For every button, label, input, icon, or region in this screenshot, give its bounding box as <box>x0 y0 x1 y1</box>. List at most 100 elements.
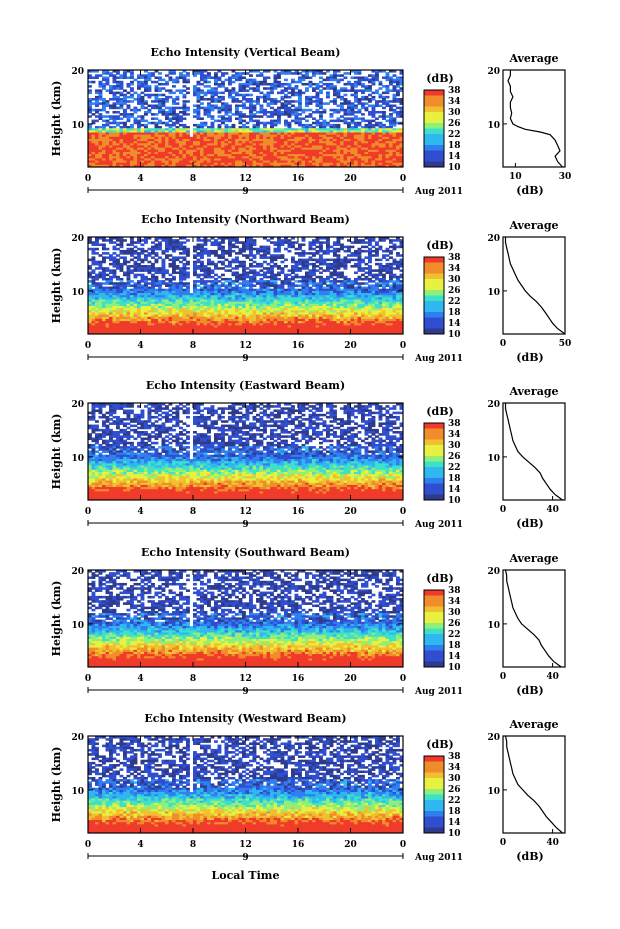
x-tick-label: 0 <box>400 507 406 517</box>
x-tick-label: 0 <box>85 174 91 184</box>
colorbar-tick: 22 <box>448 630 461 640</box>
profile-x-label: (dB) <box>516 351 543 364</box>
x-tick-label: 8 <box>190 674 196 684</box>
panel-2: Echo Intensity (Northward Beam) Height (k… <box>50 213 571 364</box>
x-tick-label: 0 <box>400 674 406 684</box>
profile-y-tick: 10 <box>487 288 500 298</box>
profile-y-tick: 10 <box>487 121 500 131</box>
date-label: Aug 2011 <box>414 187 463 197</box>
heatmap <box>88 237 404 335</box>
profile-x-tick: 0 <box>500 672 506 682</box>
profile-y-tick: 20 <box>487 733 500 743</box>
y-tick-label: 10 <box>71 121 84 131</box>
profile-line <box>504 569 562 668</box>
colorbar-tick: 18 <box>448 641 461 651</box>
colorbar-tick: 14 <box>448 152 461 162</box>
x-tick-label: 12 <box>239 174 252 184</box>
date-label: Aug 2011 <box>414 520 463 530</box>
colorbar-tick: 10 <box>448 330 461 340</box>
profile-title: Average <box>508 219 558 232</box>
profile-y-tick: 10 <box>487 454 500 464</box>
panel-title: Echo Intensity (Southward Beam) <box>141 546 350 559</box>
x-tick-label: 8 <box>190 840 196 850</box>
y-axis-label: Height (km) <box>50 747 63 823</box>
profile-x-label: (dB) <box>516 684 543 697</box>
profile-title: Average <box>508 385 558 398</box>
profile-x-tick: 40 <box>546 838 559 848</box>
x-tick-label: 0 <box>85 674 91 684</box>
day-marker: 9 <box>242 187 248 197</box>
panel-4: Echo Intensity (Southward Beam) Height (k… <box>50 546 566 697</box>
profile-x-tick: 40 <box>546 672 559 682</box>
panel-1: Echo Intensity (Vertical Beam) Height (km… <box>50 46 571 197</box>
y-tick-label: 10 <box>71 621 84 631</box>
profile-line <box>504 403 563 501</box>
colorbar-tick: 10 <box>448 829 461 839</box>
panel-title: Echo Intensity (Westward Beam) <box>144 712 346 725</box>
x-tick-label: 0 <box>85 341 91 351</box>
colorbar-tick: 22 <box>448 796 461 806</box>
colorbar-tick: 26 <box>448 286 461 296</box>
day-marker: 9 <box>242 687 248 697</box>
colorbar-tick: 34 <box>448 597 461 607</box>
colorbar-tick: 14 <box>448 652 461 662</box>
x-tick-label: 12 <box>239 674 252 684</box>
x-tick-label: 20 <box>344 174 357 184</box>
profile-title: Average <box>508 552 558 565</box>
colorbar-tick: 26 <box>448 785 461 795</box>
day-marker: 9 <box>242 853 248 863</box>
x-tick-label: 16 <box>292 840 305 850</box>
x-tick-label: 20 <box>344 507 357 517</box>
colorbar-tick: 34 <box>448 97 461 107</box>
x-tick-label: 12 <box>239 840 252 850</box>
heatmap <box>88 403 404 501</box>
y-axis-label: Height (km) <box>50 248 63 324</box>
profile-y-tick: 20 <box>487 67 500 77</box>
x-tick-label: 4 <box>137 507 143 517</box>
x-tick-label: 16 <box>292 674 305 684</box>
day-marker: 9 <box>242 520 248 530</box>
panel-title: Echo Intensity (Eastward Beam) <box>146 379 345 392</box>
x-tick-label: 0 <box>85 507 91 517</box>
colorbar-tick: 38 <box>448 419 461 429</box>
colorbar-unit: (dB) <box>426 738 453 751</box>
profile-x-label: (dB) <box>516 517 543 530</box>
colorbar <box>423 755 445 834</box>
heatmap <box>88 736 404 834</box>
profile-y-tick: 10 <box>487 787 500 797</box>
colorbar-tick: 38 <box>448 752 461 762</box>
y-axis-label: Height (km) <box>50 581 63 657</box>
x-tick-label: 4 <box>137 840 143 850</box>
colorbar-tick: 18 <box>448 474 461 484</box>
colorbar-unit: (dB) <box>426 405 453 418</box>
y-tick-label: 20 <box>71 400 84 410</box>
colorbar-tick: 26 <box>448 119 461 129</box>
profile-x-tick: 40 <box>546 505 559 515</box>
x-tick-label: 16 <box>292 341 305 351</box>
profile-line <box>504 735 563 834</box>
colorbar-tick: 18 <box>448 807 461 817</box>
colorbar-tick: 30 <box>448 774 461 784</box>
colorbar-tick: 18 <box>448 141 461 151</box>
colorbar-unit: (dB) <box>426 572 453 585</box>
y-axis-label: Height (km) <box>50 81 63 157</box>
profile-x-tick: 0 <box>500 339 506 349</box>
profile-y-tick: 20 <box>487 567 500 577</box>
colorbar-tick: 14 <box>448 319 461 329</box>
x-tick-label: 8 <box>190 174 196 184</box>
profile-line <box>507 70 563 168</box>
y-tick-label: 10 <box>71 787 84 797</box>
colorbar-tick: 34 <box>448 264 461 274</box>
profile-x-tick: 0 <box>500 505 506 515</box>
x-axis-label: Local Time <box>212 869 280 882</box>
panel-title: Echo Intensity (Northward Beam) <box>141 213 350 226</box>
profile-frame <box>502 402 566 501</box>
colorbar-tick: 22 <box>448 297 461 307</box>
date-label: Aug 2011 <box>414 354 463 364</box>
profile-frame <box>502 236 566 335</box>
profile-frame <box>502 569 566 668</box>
profile-x-tick: 10 <box>509 172 522 182</box>
x-tick-label: 12 <box>239 507 252 517</box>
y-tick-label: 20 <box>71 733 84 743</box>
colorbar-tick: 26 <box>448 452 461 462</box>
